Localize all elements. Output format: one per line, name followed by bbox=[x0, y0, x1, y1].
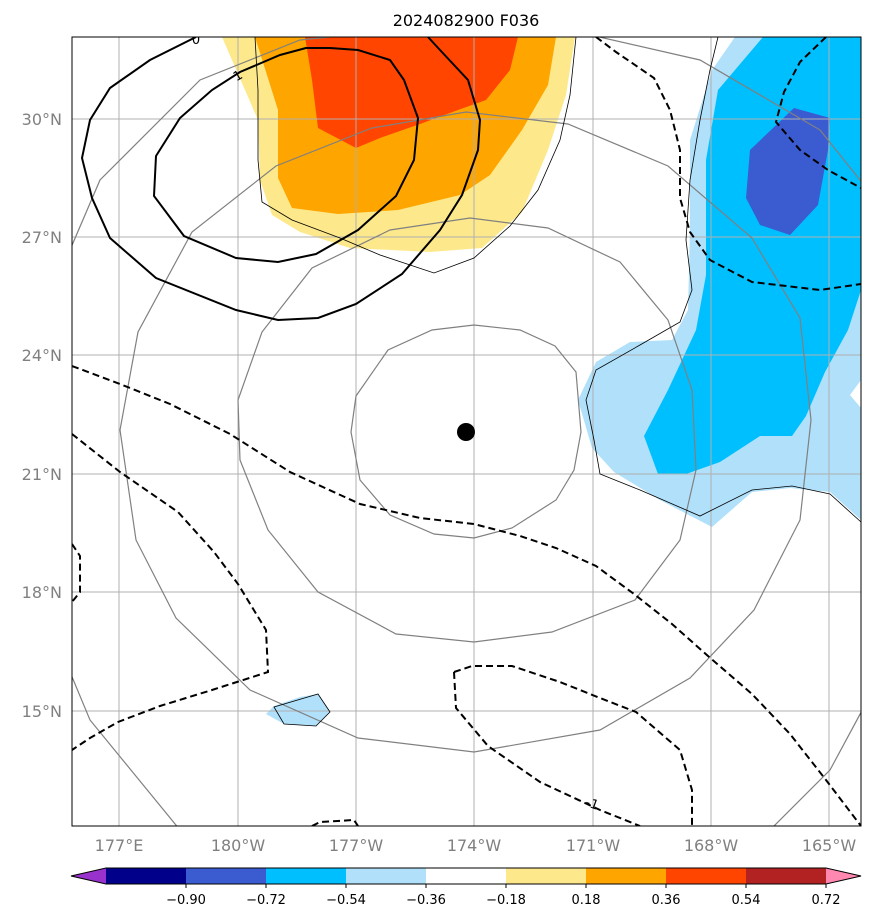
outline-small-region bbox=[273, 693, 331, 727]
outline-negative-region bbox=[585, 37, 861, 523]
colorbar-segment bbox=[266, 868, 347, 884]
contours-dashed bbox=[72, 37, 861, 826]
contour-dashed-bottom bbox=[311, 818, 359, 826]
range-ring-3 bbox=[119, 111, 812, 753]
colorbar-tick-label: 0.54 bbox=[732, 893, 761, 908]
figure-title: 2024082900 F036 bbox=[393, 11, 540, 30]
contour-dashed-west-lower bbox=[72, 433, 270, 751]
colorbar-segment bbox=[666, 868, 747, 884]
lat-tick-label: 27°N bbox=[22, 228, 62, 247]
colorbar-segment bbox=[346, 868, 427, 884]
outline-positive-region bbox=[254, 37, 577, 274]
contour-dashed-west-main bbox=[72, 365, 861, 826]
range-ring-2 bbox=[237, 217, 697, 643]
contour-solid-outer bbox=[80, 37, 482, 322]
lat-tick-label: 18°N bbox=[22, 583, 62, 602]
contour-dashed-northeast-inner bbox=[774, 37, 861, 189]
range-rings bbox=[72, 37, 861, 826]
lon-tick-label: 165°W bbox=[802, 836, 857, 855]
lon-tick-label: 168°W bbox=[684, 836, 739, 855]
colorbar: −0.90 −0.72 −0.54 −0.36 −0.18 0.18 0.36 0.54 0.7… bbox=[70, 867, 862, 908]
colorbar-outline bbox=[70, 867, 862, 885]
lat-tick-label: 30°N bbox=[22, 110, 62, 129]
contour-label-minus-one: -1 bbox=[583, 795, 600, 814]
contour-dashed-northeast bbox=[595, 37, 861, 292]
colorbar-tick-label: 0.18 bbox=[572, 893, 601, 908]
lon-tick-label: 177°W bbox=[329, 836, 384, 855]
contour-dashed-west-edge bbox=[72, 543, 81, 603]
region-outlines bbox=[254, 37, 861, 727]
colorbar-segment bbox=[746, 868, 827, 884]
contours-solid bbox=[80, 37, 482, 322]
contour-label-zero: 0 bbox=[192, 33, 200, 48]
shade-positive-054 bbox=[305, 37, 518, 148]
colorbar-tick-label: 0.36 bbox=[652, 893, 681, 908]
contour-solid-inner bbox=[152, 47, 420, 264]
map-area: 0 1 -1 bbox=[72, 33, 861, 826]
contour-dashed-southeast bbox=[453, 665, 693, 826]
lon-tick-label: 174°W bbox=[447, 836, 502, 855]
colorbar-extend-min bbox=[71, 868, 106, 884]
colorbar-tick-label: 0.72 bbox=[812, 893, 841, 908]
colorbar-segment bbox=[586, 868, 667, 884]
lon-tick-label: 177°E bbox=[95, 836, 144, 855]
colorbar-segment bbox=[106, 868, 187, 884]
contour-dashed-south-inner bbox=[453, 671, 641, 826]
lon-tick-label: 180°W bbox=[211, 836, 266, 855]
lat-tick-label: 24°N bbox=[22, 346, 62, 365]
colorbar-segment bbox=[426, 868, 507, 884]
colorbar-tick-label: −0.72 bbox=[246, 893, 286, 908]
colorbar-segment bbox=[186, 868, 267, 884]
range-ring-1 bbox=[350, 324, 582, 539]
range-ring-4 bbox=[72, 37, 861, 826]
lon-tick-labels: 177°E 180°W 177°W 174°W 171°W 168°W 165°… bbox=[95, 836, 857, 855]
colorbar-tick-label: −0.18 bbox=[486, 893, 526, 908]
lat-tick-label: 15°N bbox=[22, 702, 62, 721]
colorbar-tick-label: −0.54 bbox=[326, 893, 366, 908]
map-frame bbox=[71, 36, 862, 827]
colorbar-tick-label: −0.36 bbox=[406, 893, 446, 908]
colorbar-segment bbox=[506, 868, 587, 884]
colorbar-tick-label: −0.90 bbox=[166, 893, 206, 908]
lon-tick-label: 171°W bbox=[566, 836, 621, 855]
shade-negative-054-east bbox=[746, 108, 830, 235]
lat-tick-label: 21°N bbox=[22, 465, 62, 484]
lat-tick-labels: 30°N 27°N 24°N 21°N 18°N 15°N bbox=[22, 110, 62, 721]
colorbar-extend-max bbox=[826, 868, 861, 884]
storm-center-marker bbox=[457, 423, 475, 441]
